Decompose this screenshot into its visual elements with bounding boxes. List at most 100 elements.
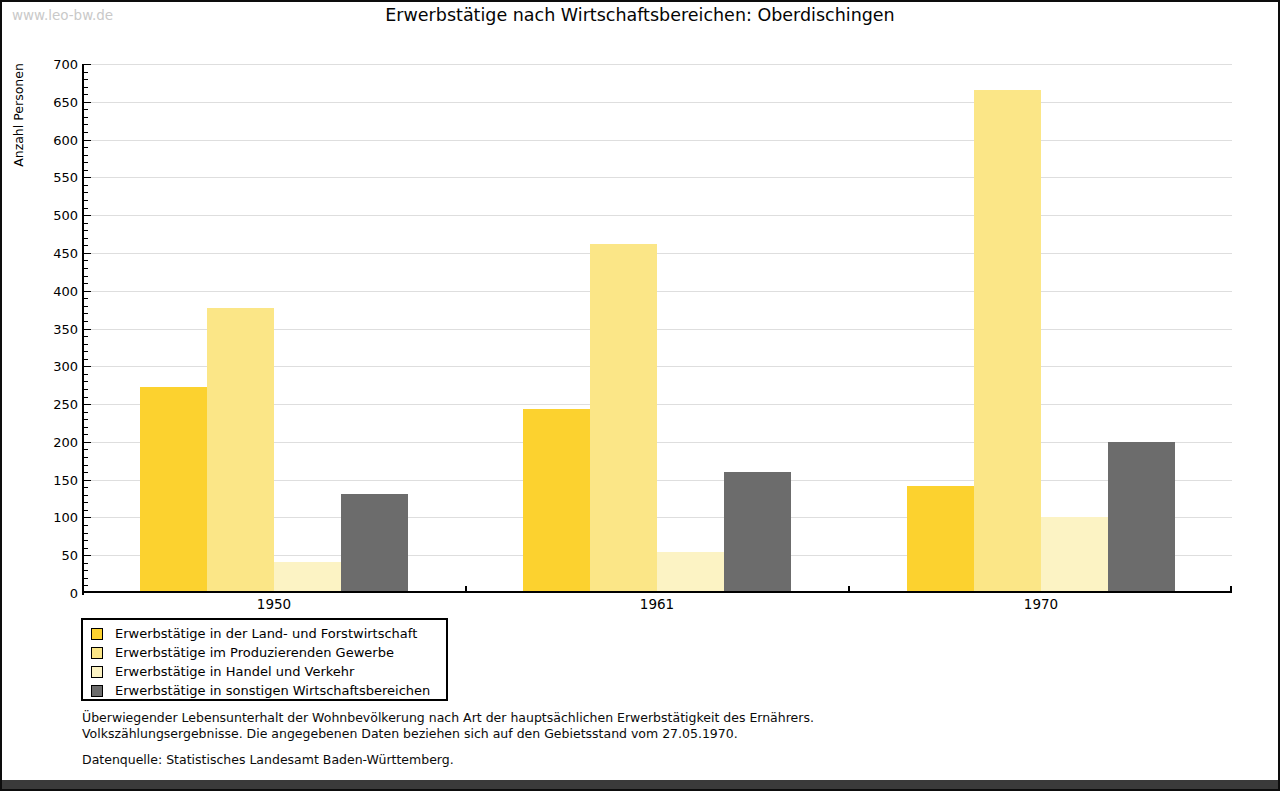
y-tick-label-650: 650 — [32, 95, 78, 110]
y-major-tick-350 — [84, 329, 91, 330]
y-minor-tick-40 — [84, 563, 88, 564]
y-minor-tick-580 — [84, 155, 88, 156]
y-minor-tick-240 — [84, 412, 88, 413]
footer-note-line2: Volkszählungsergebnisse. Die angegebenen… — [82, 726, 738, 741]
y-minor-tick-130 — [84, 495, 88, 496]
y-tick-label-100: 100 — [32, 510, 78, 525]
y-minor-tick-410 — [84, 283, 88, 284]
y-major-tick-650 — [84, 102, 91, 103]
bar-land-forstwirtschaft-1961 — [523, 409, 590, 593]
y-tick-label-150: 150 — [32, 473, 78, 488]
legend-swatch-handel-verkehr — [91, 666, 103, 678]
y-minor-tick-140 — [84, 487, 88, 488]
bar-produzierendes-gewerbe-1970 — [974, 90, 1041, 593]
legend-swatch-land-forstwirtschaft — [91, 628, 103, 640]
plot-area — [84, 64, 1232, 593]
chart-title: Erwerbstätige nach Wirtschaftsbereichen:… — [2, 5, 1278, 25]
y-minor-tick-380 — [84, 306, 88, 307]
y-tick-label-700: 700 — [32, 57, 78, 72]
bar-sonstige-wirtschaftsbereiche-1961 — [724, 472, 791, 593]
y-major-tick-200 — [84, 442, 91, 443]
gridline-700 — [84, 64, 1232, 65]
bar-produzierendes-gewerbe-1961 — [590, 244, 657, 593]
footer-note-line1: Überwiegender Lebensunterhalt der Wohnbe… — [82, 710, 814, 725]
y-major-tick-550 — [84, 177, 91, 178]
y-minor-tick-690 — [84, 72, 88, 73]
y-minor-tick-230 — [84, 419, 88, 420]
gridline-650 — [84, 102, 1232, 103]
y-major-tick-450 — [84, 253, 91, 254]
y-tick-label-450: 450 — [32, 246, 78, 261]
y-tick-label-300: 300 — [32, 359, 78, 374]
legend-row-land-forstwirtschaft: Erwerbstätige in der Land- und Forstwirt… — [91, 624, 446, 643]
y-minor-tick-420 — [84, 276, 88, 277]
y-major-tick-50 — [84, 555, 91, 556]
bar-produzierendes-gewerbe-1950 — [207, 308, 274, 593]
y-tick-label-400: 400 — [32, 284, 78, 299]
y-minor-tick-460 — [84, 245, 88, 246]
y-minor-tick-560 — [84, 170, 88, 171]
y-minor-tick-440 — [84, 260, 88, 261]
y-minor-tick-90 — [84, 525, 88, 526]
gridline-450 — [84, 253, 1232, 254]
y-minor-tick-340 — [84, 336, 88, 337]
y-major-tick-150 — [84, 480, 91, 481]
y-tick-label-50: 50 — [32, 548, 78, 563]
y-tick-label-250: 250 — [32, 397, 78, 412]
y-minor-tick-570 — [84, 162, 88, 163]
y-minor-tick-10 — [84, 585, 88, 586]
gridline-550 — [84, 177, 1232, 178]
y-minor-tick-110 — [84, 510, 88, 511]
y-minor-tick-20 — [84, 578, 88, 579]
y-axis-line — [82, 64, 84, 595]
bar-sonstige-wirtschaftsbereiche-1970 — [1108, 442, 1175, 593]
y-minor-tick-490 — [84, 223, 88, 224]
y-minor-tick-540 — [84, 185, 88, 186]
y-minor-tick-360 — [84, 321, 88, 322]
y-minor-tick-70 — [84, 540, 88, 541]
y-minor-tick-530 — [84, 192, 88, 193]
bar-sonstige-wirtschaftsbereiche-1950 — [341, 494, 408, 593]
legend-label-sonstige-wirtschaftsbereiche: Erwerbstätige in sonstigen Wirtschaftsbe… — [115, 683, 430, 698]
footer-source: Datenquelle: Statistisches Landesamt Bad… — [82, 752, 454, 767]
y-minor-tick-280 — [84, 381, 88, 382]
chart-frame: www.leo-bw.de Erwerbstätige nach Wirtsch… — [0, 0, 1280, 791]
gridline-500 — [84, 215, 1232, 216]
x-category-label-1970: 1970 — [941, 596, 1141, 612]
bar-handel-verkehr-1970 — [1041, 517, 1108, 593]
bar-land-forstwirtschaft-1970 — [907, 486, 974, 593]
y-minor-tick-670 — [84, 87, 88, 88]
y-axis-title: Anzahl Personen — [11, 63, 26, 167]
y-minor-tick-210 — [84, 434, 88, 435]
y-tick-label-350: 350 — [32, 322, 78, 337]
legend-row-sonstige-wirtschaftsbereiche: Erwerbstätige in sonstigen Wirtschaftsbe… — [91, 681, 446, 700]
legend-swatch-produzierendes-gewerbe — [91, 647, 103, 659]
legend-row-produzierendes-gewerbe: Erwerbstätige im Produzierenden Gewerbe — [91, 643, 446, 662]
y-major-tick-250 — [84, 404, 91, 405]
y-minor-tick-510 — [84, 208, 88, 209]
legend-row-handel-verkehr: Erwerbstätige in Handel und Verkehr — [91, 662, 446, 681]
y-minor-tick-310 — [84, 359, 88, 360]
y-tick-label-550: 550 — [32, 170, 78, 185]
y-major-tick-100 — [84, 517, 91, 518]
y-minor-tick-260 — [84, 397, 88, 398]
x-category-label-1961: 1961 — [557, 596, 757, 612]
y-minor-tick-290 — [84, 374, 88, 375]
legend-label-handel-verkehr: Erwerbstätige in Handel und Verkehr — [115, 664, 354, 679]
y-tick-label-0: 0 — [32, 586, 78, 601]
y-minor-tick-270 — [84, 389, 88, 390]
y-major-tick-500 — [84, 215, 91, 216]
y-major-tick-600 — [84, 140, 91, 141]
legend-swatch-sonstige-wirtschaftsbereiche — [91, 685, 103, 697]
bar-land-forstwirtschaft-1950 — [140, 387, 207, 593]
y-minor-tick-660 — [84, 94, 88, 95]
bottom-border-bar — [2, 780, 1278, 789]
x-category-label-1950: 1950 — [174, 596, 374, 612]
y-tick-label-600: 600 — [32, 133, 78, 148]
y-minor-tick-470 — [84, 238, 88, 239]
y-minor-tick-680 — [84, 79, 88, 80]
y-minor-tick-80 — [84, 533, 88, 534]
y-minor-tick-220 — [84, 427, 88, 428]
bar-handel-verkehr-1961 — [657, 552, 724, 593]
y-minor-tick-640 — [84, 109, 88, 110]
